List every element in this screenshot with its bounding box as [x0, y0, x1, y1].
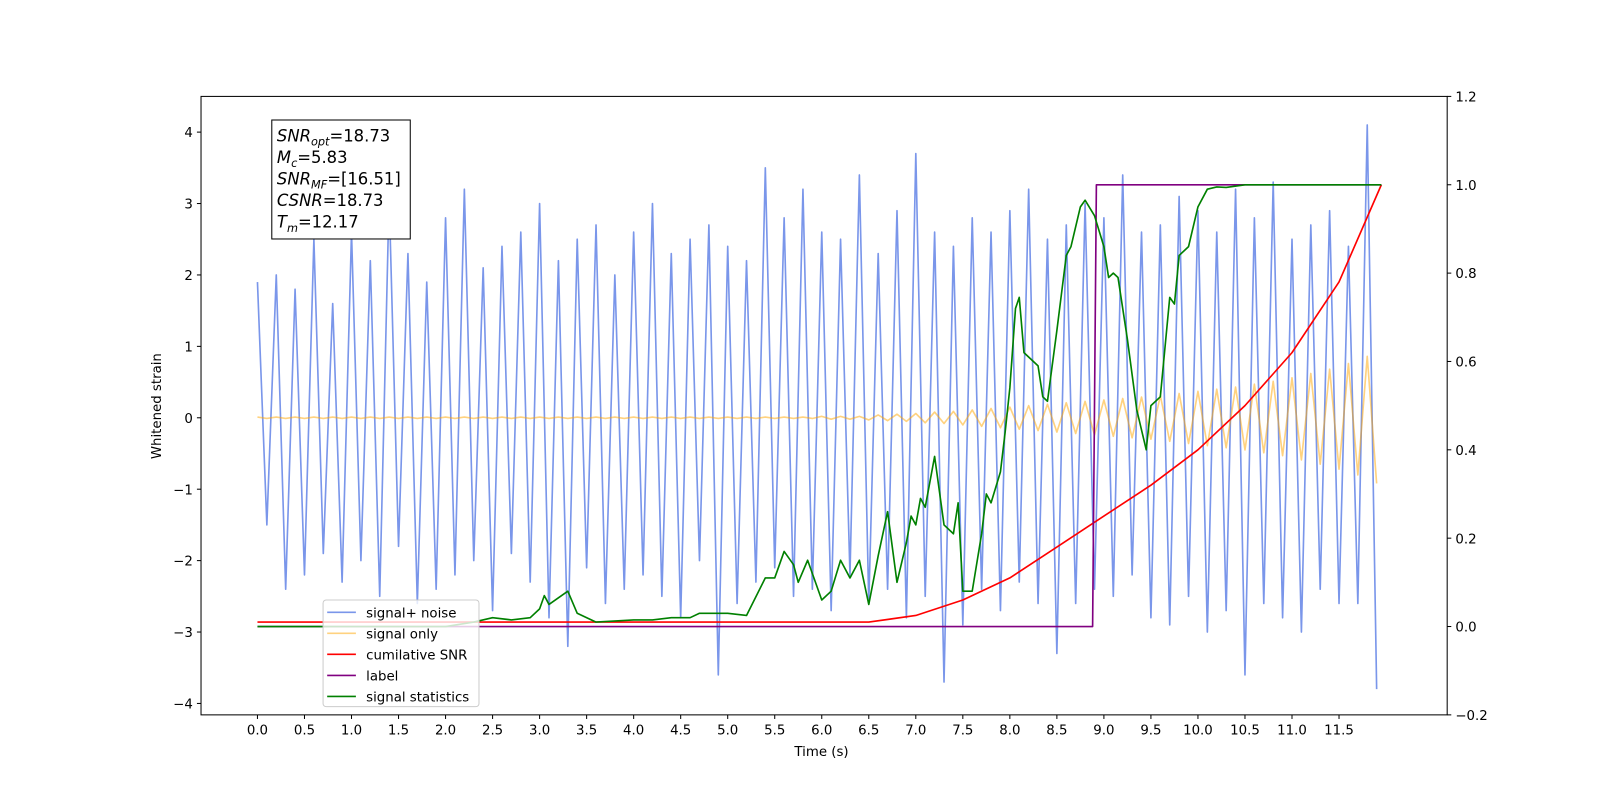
y-tick-label: 0 [184, 412, 192, 427]
stats-symbol: SNR [277, 170, 311, 189]
stats-symbol: SNR [277, 127, 311, 146]
x-tick-label: 10.0 [1183, 723, 1213, 738]
x-tick-label: 6.5 [858, 723, 879, 738]
y-tick-label: 3 [184, 198, 192, 213]
stats-symbol: CSNR [277, 191, 323, 210]
stats-line: SNRMF=[16.51] [277, 170, 401, 192]
stats-line: CSNR=18.73 [277, 191, 384, 210]
stats-symbol: T [277, 213, 289, 232]
y2-tick-label: 0.0 [1455, 621, 1476, 636]
x-tick-label: 7.0 [905, 723, 926, 738]
legend-label: signal only [366, 627, 438, 642]
stats-subscript: m [287, 222, 298, 235]
x-tick-label: 7.5 [952, 723, 973, 738]
y-tick-label: 1 [184, 340, 192, 355]
x-tick-label: 3.0 [529, 723, 550, 738]
series-line [256, 124, 1378, 690]
y-axis-label: Whitened strain [150, 353, 165, 459]
y2-tick-label: −0.2 [1455, 709, 1487, 724]
x-tick-label: 5.0 [717, 723, 738, 738]
stats-value: =[16.51] [327, 170, 401, 189]
y2-tick-label: 0.4 [1455, 444, 1476, 459]
y2-tick-label: 0.2 [1455, 532, 1476, 547]
legend-label: cumilative SNR [366, 648, 467, 663]
x-tick-label: 2.0 [435, 723, 456, 738]
series-line [257, 184, 1383, 623]
y-tick-label: −1 [173, 483, 193, 498]
y-tick-label: 2 [184, 269, 192, 284]
legend-label: label [366, 670, 398, 685]
series-line [257, 183, 1382, 628]
x-tick-label: 0.0 [247, 723, 268, 738]
x-tick-label: 1.5 [388, 723, 409, 738]
x-tick-label: 9.0 [1093, 723, 1114, 738]
x-tick-label: 3.5 [576, 723, 597, 738]
y-tick-label: −3 [173, 626, 193, 641]
legend-label: signal statistics [366, 691, 469, 706]
x-tick-label: 8.0 [999, 723, 1020, 738]
y2-tick-label: 1.0 [1455, 179, 1476, 194]
plot-frame [200, 95, 1448, 716]
legend-label: signal+ noise [366, 606, 456, 621]
x-tick-label: 4.5 [670, 723, 691, 738]
stats-value: =5.83 [297, 148, 347, 167]
legend-box [322, 599, 480, 708]
stats-line: Tm=12.17 [277, 213, 359, 235]
stats-value: =12.17 [298, 213, 359, 232]
x-tick-label: 8.5 [1046, 723, 1067, 738]
x-axis-label: Time (s) [793, 745, 848, 760]
x-tick-label: 10.5 [1230, 723, 1260, 738]
x-tick-label: 6.0 [811, 723, 832, 738]
y2-tick-label: 0.6 [1455, 356, 1476, 371]
stats-value: =18.73 [329, 127, 390, 146]
series-line [257, 355, 1378, 484]
x-tick-label: 2.5 [482, 723, 503, 738]
stats-subscript: opt [311, 136, 330, 149]
stats-box [271, 119, 411, 240]
x-tick-label: 11.5 [1324, 723, 1354, 738]
y-tick-label: 4 [184, 126, 192, 141]
series-line [257, 183, 1382, 628]
stats-subscript: c [291, 157, 298, 170]
x-tick-label: 5.5 [764, 723, 785, 738]
y-tick-label: −2 [173, 555, 193, 570]
stats-subscript: MF [311, 179, 328, 192]
y2-tick-label: 0.8 [1455, 267, 1476, 282]
stats-line: Mc=5.83 [277, 148, 348, 170]
stats-value: =18.73 [323, 191, 384, 210]
x-tick-label: 9.5 [1140, 723, 1161, 738]
y2-tick-label: 1.2 [1455, 91, 1476, 106]
stats-line: SNRopt=18.73 [277, 127, 390, 149]
y-tick-label: −4 [173, 698, 193, 713]
x-tick-label: 11.0 [1277, 723, 1307, 738]
x-tick-label: 4.0 [623, 723, 644, 738]
x-tick-label: 1.0 [341, 723, 362, 738]
x-tick-label: 0.5 [294, 723, 315, 738]
stats-symbol: M [277, 148, 291, 167]
